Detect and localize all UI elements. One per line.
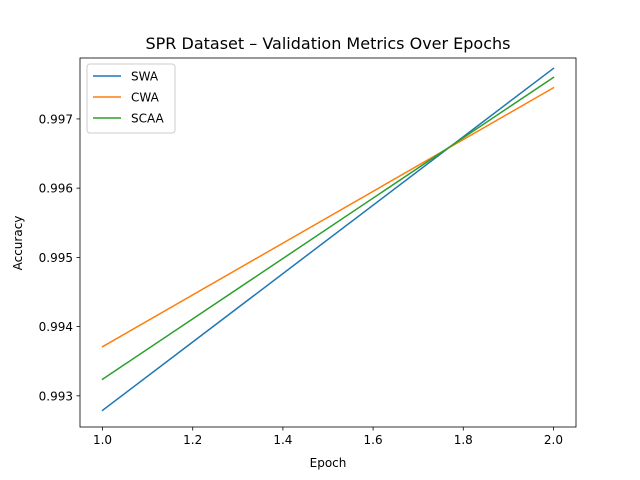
x-tick-label: 1.2: [183, 433, 202, 447]
y-tick-label: 0.997: [39, 112, 73, 126]
legend-label-swa: SWA: [131, 70, 159, 84]
legend-label-cwa: CWA: [131, 91, 160, 105]
legend: SWA CWA SCAA: [86, 63, 176, 134]
x-tick-label: 1.0: [93, 433, 112, 447]
chart-title: SPR Dataset – Validation Metrics Over Ep…: [146, 34, 511, 53]
x-tick-label: 1.4: [273, 433, 292, 447]
x-tick-label: 1.8: [454, 433, 473, 447]
y-tick-label: 0.993: [39, 389, 73, 403]
y-axis: 0.993 0.994 0.995 0.996 0.997: [39, 112, 80, 403]
x-tick-label: 2.0: [544, 433, 563, 447]
y-tick-label: 0.996: [39, 182, 73, 196]
plot-lines: [101, 67, 555, 412]
legend-box: [86, 63, 176, 134]
x-axis-label: Epoch: [310, 456, 347, 470]
series-line-cwa: [101, 86, 555, 348]
series-line-scaa: [101, 76, 555, 381]
y-axis-label: Accuracy: [11, 216, 25, 271]
y-tick-label: 0.995: [39, 251, 73, 265]
y-tick-label: 0.994: [39, 320, 73, 334]
legend-label-scaa: SCAA: [131, 112, 165, 126]
series-line-swa: [101, 67, 555, 412]
x-axis: 1.0 1.2 1.4 1.6 1.8 2.0: [93, 427, 563, 447]
plot-frame: [79, 57, 577, 428]
x-tick-label: 1.6: [364, 433, 383, 447]
